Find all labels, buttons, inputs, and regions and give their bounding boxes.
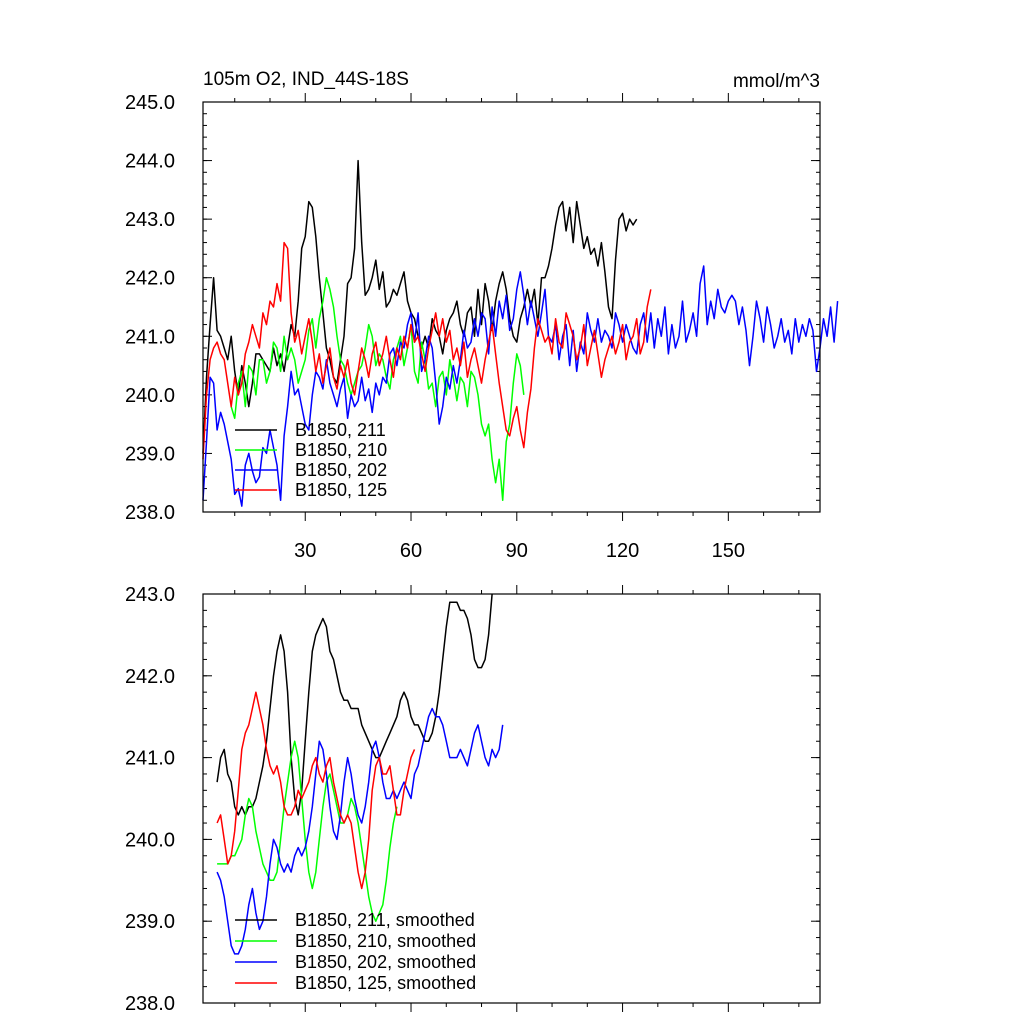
units-label: mmol/m^3	[733, 71, 820, 92]
y-tick-label: 243.0	[125, 209, 175, 231]
legend-label: B1850, 202	[295, 460, 387, 480]
y-tick-label: 238.0	[125, 993, 175, 1015]
x-tick-label: 30	[294, 540, 316, 562]
x-tick-label: 90	[506, 540, 528, 562]
y-tick-label: 244.0	[125, 151, 175, 173]
y-tick-label: 239.0	[125, 443, 175, 465]
bottom-series-lines	[216, 593, 504, 955]
legend-label: B1850, 210	[295, 440, 387, 460]
legend-label: B1850, 211	[295, 420, 386, 440]
top-y-tick-labels: 238.0 239.0 240.0 241.0 242.0 243.0 244.0 245.0	[125, 92, 175, 524]
series-line-4	[216, 691, 416, 890]
top-series-lines	[202, 159, 839, 507]
top-axis-ticks	[203, 93, 820, 521]
legend-label: B1850, 125, smoothed	[295, 973, 476, 993]
x-tick-label: 60	[400, 540, 422, 562]
top-plot-frame	[202, 101, 821, 513]
legend-label: B1850, 211, smoothed	[295, 910, 475, 930]
y-tick-label: 241.0	[125, 326, 175, 348]
y-tick-label: 240.0	[125, 385, 175, 407]
x-tick-label: 120	[606, 540, 639, 562]
y-tick-label: 245.0	[125, 92, 175, 114]
series-line-4	[202, 241, 652, 460]
top-x-tick-labels: 30 60 90 120 150	[294, 540, 745, 562]
y-tick-label: 242.0	[125, 268, 175, 290]
bottom-panel: 238.0 239.0 240.0 241.0 242.0 243.0 B1850, 21…	[125, 584, 821, 1015]
series-line-2	[217, 740, 398, 922]
series-line-2	[230, 276, 525, 502]
series-line-3	[216, 707, 504, 955]
top-panel: 105m O2, IND_44S-18S mmol/m^3 238.0 239.0…	[125, 69, 839, 562]
chart-title: 105m O2, IND_44S-18S	[203, 69, 409, 90]
y-tick-label: 241.0	[125, 748, 175, 770]
x-tick-label: 150	[712, 540, 745, 562]
series-line-3	[202, 265, 839, 507]
y-tick-label: 239.0	[125, 911, 175, 933]
bottom-plot-frame	[202, 593, 821, 1004]
legend-label: B1850, 125	[295, 480, 387, 500]
legend-label: B1850, 210, smoothed	[295, 931, 476, 951]
legend-label: B1850, 202, smoothed	[295, 952, 476, 972]
y-tick-label: 238.0	[125, 502, 175, 524]
series-line-1	[216, 593, 493, 816]
bottom-y-tick-labels: 238.0 239.0 240.0 241.0 242.0 243.0	[125, 584, 175, 1015]
y-tick-label: 242.0	[125, 666, 175, 688]
y-tick-label: 240.0	[125, 829, 175, 851]
series-line-1	[202, 159, 638, 454]
y-tick-label: 243.0	[125, 584, 175, 606]
